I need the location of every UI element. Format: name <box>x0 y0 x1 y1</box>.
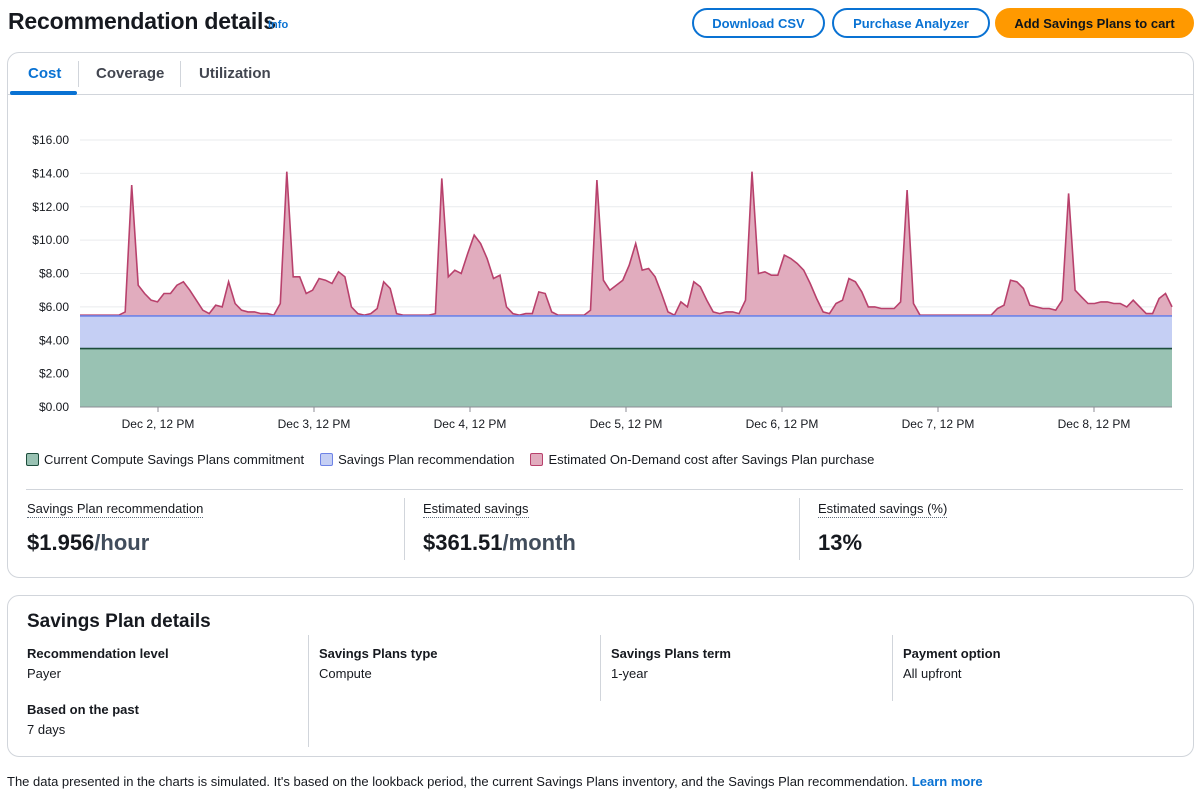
metric-number: $361.51 <box>423 530 503 555</box>
tab-coverage[interactable]: Coverage <box>96 65 165 82</box>
field-value: Compute <box>319 666 372 681</box>
y-tick-label: $2.00 <box>39 367 69 381</box>
field-key: Savings Plans type <box>319 646 438 661</box>
tab-divider <box>78 61 79 87</box>
y-tick-label: $6.00 <box>39 300 69 314</box>
footer-note: The data presented in the charts is simu… <box>7 774 983 789</box>
metric-savings: Estimated savings $361.51/month <box>423 500 576 556</box>
active-tab-indicator <box>10 91 77 95</box>
field-key: Payment option <box>903 646 1001 661</box>
learn-more-link[interactable]: Learn more <box>911 774 983 789</box>
y-tick-label: $0.00 <box>39 400 69 414</box>
legend-swatch-ondemand <box>530 452 544 466</box>
metric-savings-percent: Estimated savings (%) 13% <box>818 500 948 556</box>
y-tick-label: $12.00 <box>32 200 69 214</box>
chart-legend: Current Compute Savings Plans commitment… <box>26 450 874 468</box>
info-link[interactable]: Info <box>268 19 289 31</box>
metric-label[interactable]: Estimated savings (%) <box>818 501 948 518</box>
y-tick-label: $16.00 <box>32 133 69 147</box>
cost-area-chart: $0.00 $2.00 $4.00 $6.00 $8.00 $10.00 $12.00 $14… <box>32 133 1173 431</box>
legend-label: Savings Plan recommendation <box>338 451 515 467</box>
field-value: Payer <box>27 666 61 681</box>
metric-label[interactable]: Savings Plan recommendation <box>27 501 204 518</box>
tab-divider <box>180 61 181 87</box>
legend-item-ondemand[interactable]: Estimated On-Demand cost after Savings P… <box>530 450 874 468</box>
legend-label: Current Compute Savings Plans commitment <box>44 451 305 467</box>
field-recommendation-level: Recommendation level Payer <box>27 646 169 681</box>
legend-label: Estimated On-Demand cost after Savings P… <box>548 451 875 467</box>
x-tick-label: Dec 2, 12 PM <box>122 417 195 431</box>
metric-number: 13% <box>818 530 863 555</box>
metric-divider <box>799 498 800 560</box>
page-header: Recommendation details Info Download CSV… <box>8 6 1194 40</box>
savings-plan-details-card: Savings Plan details Recommendation leve… <box>7 595 1194 757</box>
field-value: 1-year <box>611 666 648 681</box>
details-title: Savings Plan details <box>27 611 211 632</box>
recommendation-card: Cost Coverage Utilization $0.00 $2.00 $4.0… <box>7 52 1194 578</box>
field-lookback: Based on the past 7 days <box>27 702 139 737</box>
column-divider <box>600 635 601 701</box>
field-key: Based on the past <box>27 702 139 717</box>
metric-value: $1.956/hour <box>27 530 203 556</box>
field-key: Savings Plans term <box>611 646 731 661</box>
field-value: 7 days <box>27 722 66 737</box>
legend-item-commitment[interactable]: Current Compute Savings Plans commitment <box>26 450 304 468</box>
tab-utilization[interactable]: Utilization <box>199 65 271 82</box>
metric-recommendation: Savings Plan recommendation $1.956/hour <box>27 500 204 556</box>
metrics-divider <box>26 489 1183 490</box>
x-tick-label: Dec 3, 12 PM <box>278 417 351 431</box>
metric-label[interactable]: Estimated savings <box>423 501 529 518</box>
footer-text: The data presented in the charts is simu… <box>7 774 909 789</box>
metric-unit: /hour <box>94 530 150 555</box>
metric-unit: /month <box>502 530 576 555</box>
y-tick-label: $4.00 <box>39 333 69 347</box>
x-tick-label: Dec 8, 12 PM <box>1058 417 1131 431</box>
column-divider <box>308 635 309 747</box>
legend-swatch-commitment <box>26 452 39 466</box>
y-tick-label: $8.00 <box>39 267 69 281</box>
add-to-cart-button[interactable]: Add Savings Plans to cart <box>995 8 1194 38</box>
x-tick-label: Dec 4, 12 PM <box>434 417 507 431</box>
column-divider <box>892 635 893 701</box>
x-tick-label: Dec 6, 12 PM <box>746 417 819 431</box>
purchase-analyzer-button[interactable]: Purchase Analyzer <box>832 8 990 38</box>
y-tick-label: $14.00 <box>32 166 69 180</box>
x-tick-label: Dec 5, 12 PM <box>590 417 663 431</box>
field-plan-type: Savings Plans type Compute <box>319 646 438 681</box>
legend-item-recommendation[interactable]: Savings Plan recommendation <box>320 450 514 468</box>
metric-value: $361.51/month <box>423 530 576 556</box>
field-payment-option: Payment option All upfront <box>903 646 1001 681</box>
field-plan-term: Savings Plans term 1-year <box>611 646 731 681</box>
metric-value: 13% <box>818 530 947 556</box>
legend-swatch-recommendation <box>320 452 334 466</box>
metric-number: $1.956 <box>27 530 95 555</box>
field-key: Recommendation level <box>27 646 169 661</box>
tab-bar: Cost Coverage Utilization <box>8 53 1193 95</box>
page-title: Recommendation details <box>8 8 276 34</box>
y-tick-label: $10.00 <box>32 233 69 247</box>
tab-cost[interactable]: Cost <box>28 65 62 82</box>
x-tick-label: Dec 7, 12 PM <box>902 417 975 431</box>
metric-divider <box>404 498 405 560</box>
download-csv-button[interactable]: Download CSV <box>692 8 825 38</box>
field-value: All upfront <box>903 666 962 681</box>
commitment-area <box>80 348 1172 407</box>
